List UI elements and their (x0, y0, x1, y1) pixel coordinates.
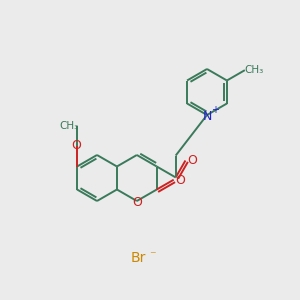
Text: ⁻: ⁻ (149, 250, 155, 262)
Text: CH₃: CH₃ (244, 65, 263, 75)
Text: N: N (202, 110, 212, 122)
Text: O: O (176, 174, 186, 187)
Text: Br: Br (130, 251, 146, 265)
Text: O: O (71, 139, 81, 152)
Text: +: + (211, 105, 219, 115)
Text: CH₃: CH₃ (59, 121, 79, 131)
Text: O: O (188, 154, 197, 167)
Text: O: O (132, 196, 142, 208)
